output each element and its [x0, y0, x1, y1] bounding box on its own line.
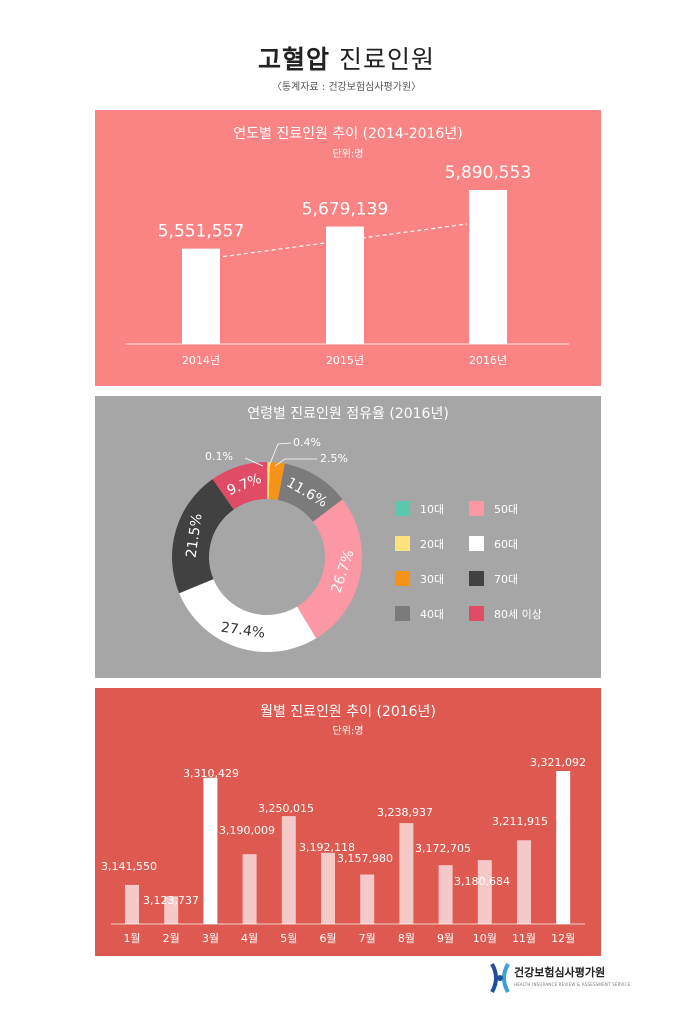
age-legend-label: 70대 [494, 573, 518, 586]
monthly-bar-2월 [164, 896, 179, 924]
yearly-bar-2014년 [182, 248, 220, 344]
age-legend-label: 40대 [420, 608, 444, 621]
age-legend-swatch [395, 501, 410, 516]
monthly-category-label: 12월 [551, 932, 575, 945]
yearly-value-label: 5,890,553 [445, 163, 532, 183]
monthly-value-label: 3,321,092 [530, 756, 586, 769]
yearly-chart-title: 연도별 진료인원 추이 (2014-2016년) [233, 126, 462, 142]
monthly-bar-10월 [477, 860, 492, 924]
monthly-category-label: 11월 [512, 932, 536, 945]
age-legend-swatch [469, 606, 484, 621]
age-callout-line [274, 458, 317, 467]
monthly-chart-panel: 월별 진료인원 추이 (2016년) 단위:명 3,141,550 1월 3,123,7… [95, 688, 601, 956]
monthly-value-label: 3,211,915 [492, 815, 548, 828]
age-legend-label: 10대 [420, 503, 444, 516]
monthly-value-label: 3,157,980 [337, 852, 393, 865]
footer-org-sub: HEALTH INSURANCE REVIEW & ASSESSMENT SER… [514, 982, 631, 987]
monthly-chart: 월별 진료인원 추이 (2016년) 단위:명 3,141,550 1월 3,123,7… [95, 688, 601, 956]
age-callout-label: 0.4% [293, 436, 321, 449]
age-slice-70대 [172, 479, 234, 594]
age-callout-line [268, 442, 292, 467]
yearly-category-label: 2014년 [182, 354, 220, 367]
monthly-category-label: 8월 [398, 932, 415, 945]
monthly-category-label: 5월 [280, 932, 297, 945]
yearly-chart-unit: 단위:명 [333, 147, 364, 160]
yearly-bar-2015년 [326, 226, 364, 344]
monthly-chart-background [95, 688, 601, 956]
monthly-value-label: 3,192,118 [299, 841, 355, 854]
age-slice-10대 [267, 462, 268, 500]
hira-logo-icon [490, 963, 510, 993]
monthly-category-label: 2월 [163, 932, 180, 945]
age-chart-panel: 연령별 진료인원 점유율 (2016년) 11.6% 26.7% 27.4% 21.5%… [95, 396, 601, 678]
monthly-bar-6월 [321, 852, 335, 924]
page-source: 〈통계자료 : 건강보험심사평가원〉 [271, 82, 422, 93]
age-slice-label: 21.5% [184, 513, 206, 559]
age-chart: 연령별 진료인원 점유율 (2016년)11.6%26.7%27.4%21.5%… [95, 396, 601, 678]
monthly-bar-1월 [125, 884, 139, 924]
age-slice-label: 27.4% [220, 620, 266, 642]
monthly-bar-3월 [203, 777, 218, 924]
age-callout-label: 0.1% [205, 450, 233, 463]
age-slice-20대 [267, 462, 270, 500]
age-legend-swatch [395, 536, 410, 551]
yearly-chart: 연도별 진료인원 추이 (2014-2016년) 단위:명 5,551,557 201… [95, 110, 601, 386]
yearly-bar-2016년 [469, 190, 507, 344]
age-legend-label: 20대 [420, 538, 444, 551]
monthly-value-label: 3,123,737 [143, 894, 199, 907]
age-slice-80세 이상 [212, 462, 267, 510]
monthly-category-label: 10월 [473, 932, 497, 945]
age-slice-60대 [179, 579, 317, 652]
monthly-category-label: 1월 [123, 932, 140, 945]
monthly-category-label: 3월 [202, 932, 219, 945]
monthly-value-label: 3,238,937 [377, 806, 433, 819]
monthly-value-label: 3,250,015 [258, 802, 314, 815]
age-legend-label: 30대 [420, 573, 444, 586]
page-title: 고혈압 진료인원 [0, 40, 693, 76]
monthly-bar-5월 [281, 816, 296, 924]
monthly-value-label: 3,190,009 [219, 824, 275, 837]
monthly-value-label: 3,180,684 [454, 875, 510, 888]
monthly-bar-4월 [242, 854, 257, 924]
monthly-bar-7월 [360, 874, 375, 924]
monthly-category-label: 7월 [359, 932, 376, 945]
monthly-bar-8월 [399, 823, 414, 924]
yearly-category-label: 2016년 [469, 354, 507, 367]
monthly-value-label: 3,141,550 [101, 860, 157, 873]
yearly-category-label: 2015년 [326, 354, 364, 367]
age-legend-swatch [469, 501, 484, 516]
age-slice-30대 [268, 462, 285, 501]
page-title-rest: 진료인원 [338, 45, 435, 74]
yearly-value-label: 5,679,139 [302, 200, 389, 220]
age-slice-50대 [297, 499, 362, 639]
age-callout-line [244, 457, 264, 467]
monthly-bar-12월 [556, 771, 571, 924]
monthly-category-label: 4월 [241, 932, 258, 945]
age-legend-label: 50대 [494, 503, 518, 516]
monthly-value-label: 3,172,705 [415, 842, 471, 855]
monthly-chart-unit: 단위:명 [333, 724, 364, 737]
monthly-chart-title: 월별 진료인원 추이 (2016년) [260, 704, 436, 720]
age-legend-label: 80세 이상 [494, 608, 542, 621]
age-legend-swatch [469, 571, 484, 586]
monthly-bar-9월 [438, 865, 453, 924]
age-slice-40대 [277, 463, 343, 522]
yearly-trend-line [222, 223, 468, 258]
page-title-bold: 고혈압 [258, 45, 331, 74]
monthly-value-label: 3,310,429 [183, 767, 239, 780]
age-legend-swatch [395, 571, 410, 586]
footer-org-name: 건강보험심사평가원 [514, 966, 606, 979]
monthly-bar-11월 [517, 840, 531, 924]
monthly-category-label: 9월 [437, 932, 454, 945]
age-chart-title: 연령별 진료인원 점유율 (2016년) [247, 406, 449, 422]
age-legend-swatch [395, 606, 410, 621]
yearly-value-label: 5,551,557 [158, 222, 245, 242]
age-callout-label: 2.5% [320, 452, 348, 465]
age-legend-swatch [469, 536, 484, 551]
age-legend-label: 60대 [494, 538, 518, 551]
yearly-chart-panel: 연도별 진료인원 추이 (2014-2016년) 단위:명 5,551,557 201… [95, 110, 601, 386]
monthly-category-label: 6월 [319, 932, 336, 945]
